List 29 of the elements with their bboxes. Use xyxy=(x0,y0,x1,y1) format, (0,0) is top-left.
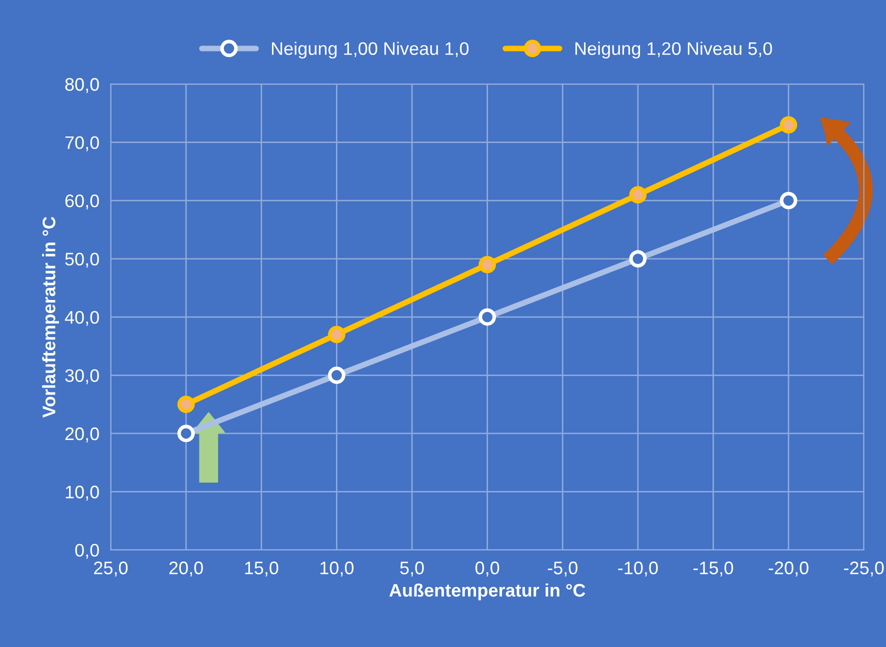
x-tick-label: 25,0 xyxy=(94,562,128,576)
x-tick-label: -10,0 xyxy=(618,562,658,576)
x-tick-label: 5,0 xyxy=(400,562,424,576)
y-tick-label: 30,0 xyxy=(65,369,99,384)
y-tick-label: 20,0 xyxy=(65,427,99,442)
x-tick-label: -15,0 xyxy=(693,562,734,576)
y-tick-label: 50,0 xyxy=(65,252,99,268)
legend-label: Neigung 1,20 Niveau 5,0 xyxy=(575,42,772,59)
point xyxy=(177,396,195,414)
x-tick-label: 10,0 xyxy=(320,562,354,576)
y-tick-label: 60,0 xyxy=(65,194,99,210)
x-axis-title: Außentemperatur in °C xyxy=(389,583,586,600)
point xyxy=(780,116,798,134)
y-tick-label: 40,0 xyxy=(64,310,99,326)
x-tick-label: -25,0 xyxy=(844,562,884,576)
x-tick-label: -5,0 xyxy=(548,562,578,576)
y-tick-label: 70,0 xyxy=(65,136,99,152)
x-tick-label: -20,0 xyxy=(768,562,808,576)
y-tick-label: 10,0 xyxy=(66,486,99,501)
x-tick-label: 15,0 xyxy=(245,562,278,576)
x-tick-label: 0,0 xyxy=(475,562,500,576)
y-tick-label: 80,0 xyxy=(65,78,99,93)
legend-label: Neigung 1,00 Niveau 1,0 xyxy=(272,42,469,59)
y-tick-label: 0,0 xyxy=(75,544,99,559)
point xyxy=(629,186,647,204)
point xyxy=(328,326,346,344)
y-axis-title: Vorlauftemperatur in °C xyxy=(42,216,59,418)
x-tick-label: 20,0 xyxy=(169,562,203,576)
point xyxy=(478,256,496,274)
